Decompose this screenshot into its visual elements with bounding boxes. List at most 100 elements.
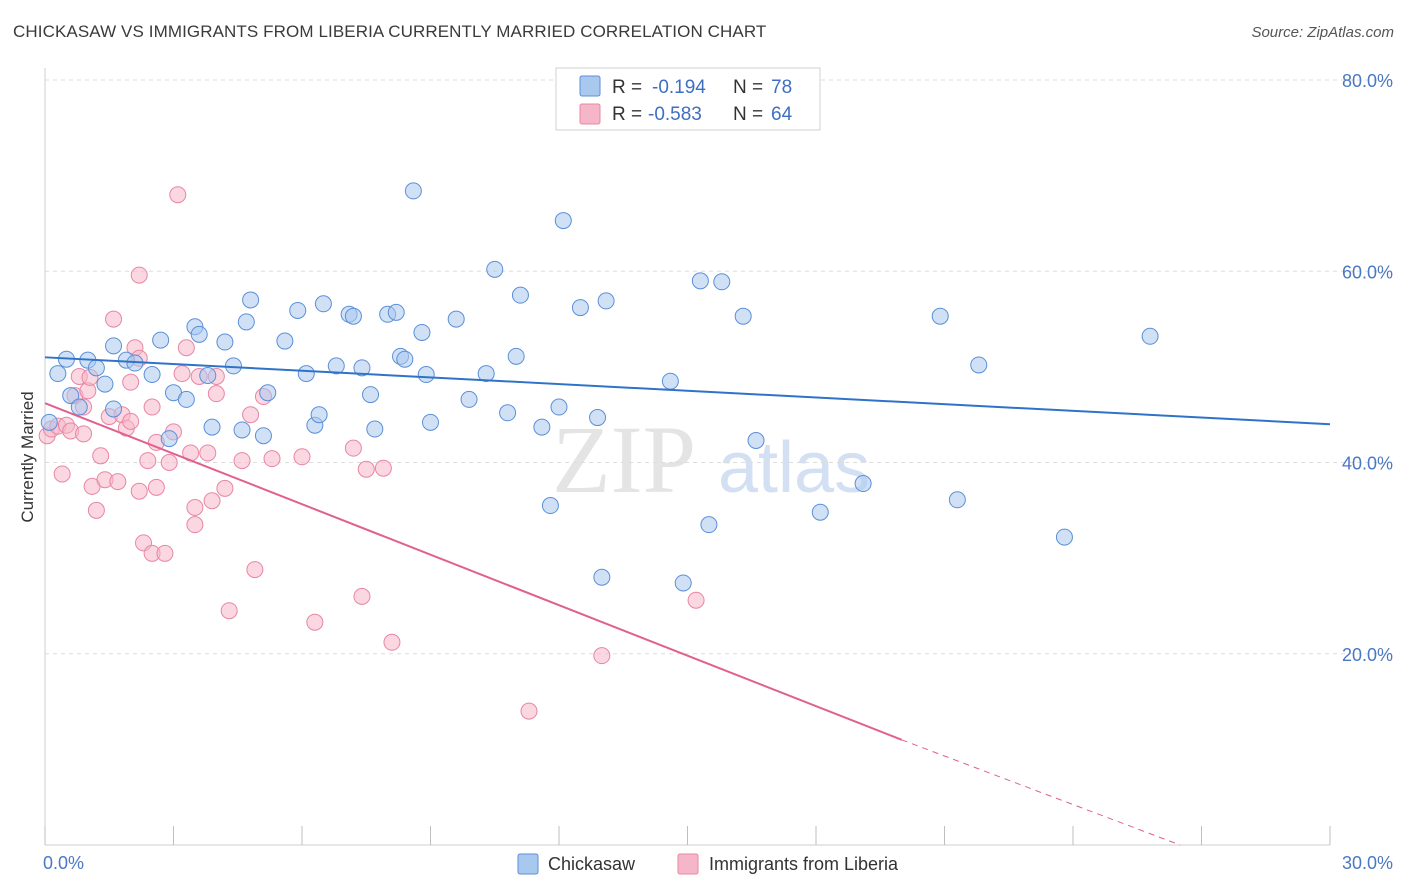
liberia-point-48 xyxy=(220,602,238,620)
chickasaw-point-28 xyxy=(276,332,294,350)
liberia-point-55 xyxy=(306,613,324,631)
chickasaw-point-6 xyxy=(87,359,105,377)
chickasaw-point-57 xyxy=(550,398,568,416)
chickasaw-point-54 xyxy=(511,286,529,304)
liberia-point-54 xyxy=(293,448,311,466)
chickasaw-point-62 xyxy=(597,292,615,310)
liberia-point-36 xyxy=(169,186,187,204)
chickasaw-point-53 xyxy=(507,347,525,365)
chickasaw-point-59 xyxy=(571,299,589,317)
chickasaw-point-52 xyxy=(499,404,517,422)
liberia-point-26 xyxy=(130,482,148,500)
correlation-legend: R = -0.194 N = 78 R = -0.583 N = 64 xyxy=(555,67,821,131)
liberia-point-30 xyxy=(143,398,161,416)
bottom-legend-liberia: Immigrants from Liberia xyxy=(709,854,899,874)
bottom-legend-swatch-chickasaw xyxy=(517,853,539,875)
liberia-point-8 xyxy=(75,425,93,443)
chickasaw-point-71 xyxy=(854,475,872,493)
chickasaw-point-70 xyxy=(811,503,829,521)
chickasaw-point-23 xyxy=(233,421,251,439)
axes xyxy=(44,68,1331,846)
chickasaw-point-41 xyxy=(387,303,405,321)
legend-r-label-1: R = xyxy=(612,77,642,98)
chickasaw-point-66 xyxy=(700,516,718,534)
chickasaw-point-20 xyxy=(203,418,221,436)
chickasaw-point-36 xyxy=(344,307,362,325)
chickasaw-point-16 xyxy=(177,390,195,408)
legend-r-value-2: -0.583 xyxy=(648,104,702,125)
chickasaw-point-67 xyxy=(713,273,731,291)
chickasaw-point-7 xyxy=(96,375,114,393)
liberia-point-59 xyxy=(374,459,392,477)
liberia-point-53 xyxy=(263,450,281,468)
liberia-point-51 xyxy=(246,561,264,579)
liberia-point-40 xyxy=(186,498,204,516)
series-legend: Chickasaw Immigrants from Liberia xyxy=(517,853,899,875)
y-tick-label-40: 40.0% xyxy=(1342,454,1393,474)
legend-n-label-2: N = xyxy=(733,104,763,125)
chickasaw-point-32 xyxy=(310,406,328,424)
trend-lines xyxy=(44,356,1331,846)
liberia-point-58 xyxy=(357,460,375,478)
liberia-point-33 xyxy=(156,544,174,562)
liberia-point-13 xyxy=(87,501,105,519)
liberia-trend-line xyxy=(44,402,903,741)
liberia-point-25 xyxy=(130,266,148,284)
chickasaw-point-50 xyxy=(477,365,495,383)
chickasaw-point-24 xyxy=(237,313,255,331)
liberia-point-28 xyxy=(139,452,157,470)
chickasaw-point-45 xyxy=(413,323,431,341)
liberia-point-46 xyxy=(207,385,225,403)
chickasaw-point-25 xyxy=(242,291,260,309)
chickasaw-point-49 xyxy=(460,390,478,408)
chickasaw-point-38 xyxy=(362,386,380,404)
liberia-point-34 xyxy=(160,454,178,471)
liberia-point-22 xyxy=(122,373,140,391)
bottom-legend-chickasaw: Chickasaw xyxy=(548,854,636,874)
chickasaw-point-73 xyxy=(948,491,966,509)
liberia-point-37 xyxy=(173,365,191,383)
chickasaw-point-0 xyxy=(40,413,58,431)
chickasaw-trend-line xyxy=(44,356,1331,426)
liberia-point-49 xyxy=(233,452,251,470)
chickasaw-point-74 xyxy=(970,356,988,374)
x-tick-label-min: 0.0% xyxy=(43,853,84,873)
liberia-point-18 xyxy=(109,473,127,491)
chickasaw-point-37 xyxy=(353,359,371,377)
liberia-point-3 xyxy=(53,465,71,483)
series-liberia-points xyxy=(38,186,705,720)
liberia-point-57 xyxy=(353,587,371,605)
liberia-point-50 xyxy=(242,406,260,424)
chickasaw-point-69 xyxy=(747,432,765,450)
liberia-point-14 xyxy=(92,447,110,465)
liberia-point-61 xyxy=(520,702,538,720)
legend-n-label-1: N = xyxy=(733,77,763,98)
chickasaw-point-72 xyxy=(931,307,949,325)
liberia-point-60 xyxy=(383,633,401,651)
chickasaw-point-60 xyxy=(589,409,607,427)
chickasaw-point-55 xyxy=(533,418,551,436)
chickasaw-point-76 xyxy=(1141,327,1159,345)
bottom-legend-swatch-liberia xyxy=(677,853,699,875)
x-tick-label-max: 30.0% xyxy=(1342,853,1393,873)
chickasaw-point-12 xyxy=(143,366,161,384)
chickasaw-point-43 xyxy=(396,350,414,368)
legend-r-label-2: R = xyxy=(612,104,642,125)
chickasaw-point-39 xyxy=(366,420,384,438)
chickasaw-point-19 xyxy=(199,366,217,384)
chickasaw-point-3 xyxy=(62,387,80,405)
chickasaw-point-46 xyxy=(417,366,435,384)
liberia-point-63 xyxy=(687,591,705,609)
legend-n-value-1: 78 xyxy=(771,77,792,98)
liberia-point-44 xyxy=(203,492,221,510)
chickasaw-point-47 xyxy=(422,413,439,431)
chickasaw-point-9 xyxy=(105,337,123,355)
source-label: Source: ZipAtlas.com xyxy=(1251,24,1394,41)
watermark-atlas: atlas xyxy=(718,428,870,508)
chickasaw-point-1 xyxy=(49,365,67,383)
y-tick-label-80: 80.0% xyxy=(1342,71,1393,91)
chickasaw-point-26 xyxy=(254,427,272,445)
chickasaw-point-21 xyxy=(216,333,234,351)
chickasaw-point-29 xyxy=(289,301,307,319)
